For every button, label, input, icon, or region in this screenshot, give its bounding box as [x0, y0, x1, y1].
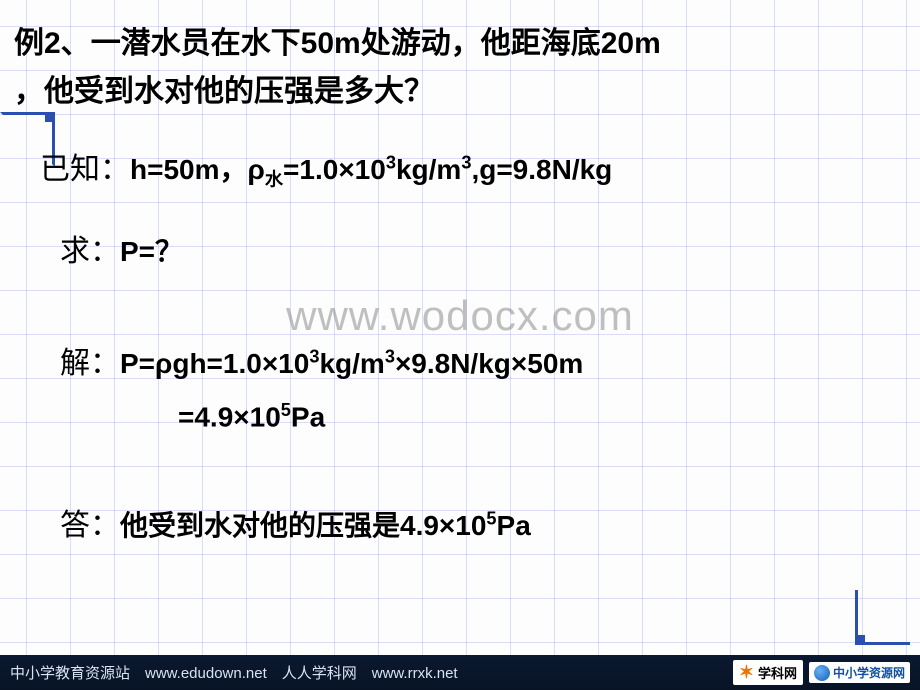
logo-swirl-icon: ✶	[739, 662, 754, 683]
corner-decoration-br	[855, 590, 910, 645]
known-rho-sub: 水	[265, 170, 283, 190]
logo-xueke: ✶ 学科网	[733, 660, 803, 685]
answer-text-a: 他受到水对他的压强是4.9×10	[120, 510, 486, 541]
footer-text: 中小学教育资源站 www.edudown.net 人人学科网 www.rrxk.…	[10, 662, 458, 683]
slide: 例2、一潜水员在水下50m处游动，他距海底20m ，他受到水对他的压强是多大？ …	[0, 0, 920, 655]
solve-eq1-exp2: 3	[385, 347, 395, 367]
solve-section: 解：P=ρgh=1.0×103kg/m3×9.8N/kg×50m	[60, 338, 583, 382]
solve-label: 解：	[60, 347, 120, 380]
watermark: www.wodocx.com	[0, 292, 920, 340]
footer-bar: 中小学教育资源站 www.edudown.net 人人学科网 www.rrxk.…	[0, 655, 920, 690]
solve-eq1a: P=ρgh=1.0×10	[120, 348, 309, 379]
find-text: P=？	[120, 236, 183, 267]
known-rho-unit: kg/m	[396, 154, 461, 185]
globe-icon	[814, 665, 830, 681]
solve-eq2a: =4.9×10	[178, 401, 281, 432]
footer-logos: ✶ 学科网 中小学资源网	[733, 660, 910, 685]
answer-text-b: Pa	[497, 510, 531, 541]
problem-label: 例2、	[14, 27, 91, 60]
find-section: 求：P=？	[60, 226, 183, 270]
known-rho-val: =1.0×10	[283, 154, 386, 185]
known-rho-exp: 3	[386, 153, 396, 173]
known-rho-sym: ρ	[248, 154, 265, 185]
solve-eq2-exp: 5	[281, 400, 291, 420]
find-label: 求：	[60, 235, 120, 268]
answer-label: 答：	[60, 509, 120, 542]
known-rho-unit-exp: 3	[461, 153, 471, 173]
problem-statement: 例2、一潜水员在水下50m处游动，他距海底20m ，他受到水对他的压强是多大？	[14, 20, 906, 116]
solve-eq2b: Pa	[291, 401, 325, 432]
known-label: 已知：	[40, 153, 130, 186]
problem-line1: 一潜水员在水下50m处游动，他距海底20m	[91, 27, 661, 60]
problem-line2: ，他受到水对他的压强是多大？	[14, 75, 434, 108]
known-h: h=50m	[130, 154, 220, 185]
answer-exp: 5	[486, 509, 496, 529]
solve-eq1-exp1: 3	[309, 347, 319, 367]
logo1-text: 学科网	[758, 663, 797, 682]
solve-line2: =4.9×105Pa	[178, 400, 325, 433]
solve-eq1c: ×9.8N/kg×50m	[395, 348, 583, 379]
known-g: ,g=9.8N/kg	[471, 154, 612, 185]
answer-section: 答：他受到水对他的压强是4.9×105Pa	[60, 500, 531, 544]
logo2-text: 中小学资源网	[833, 664, 905, 681]
solve-eq1b: kg/m	[319, 348, 384, 379]
known-section: 已知：h=50m，ρ水=1.0×103kg/m3,g=9.8N/kg	[40, 144, 612, 192]
logo-zhongxiaoxue: 中小学资源网	[809, 662, 910, 683]
known-sep: ，	[220, 154, 248, 185]
